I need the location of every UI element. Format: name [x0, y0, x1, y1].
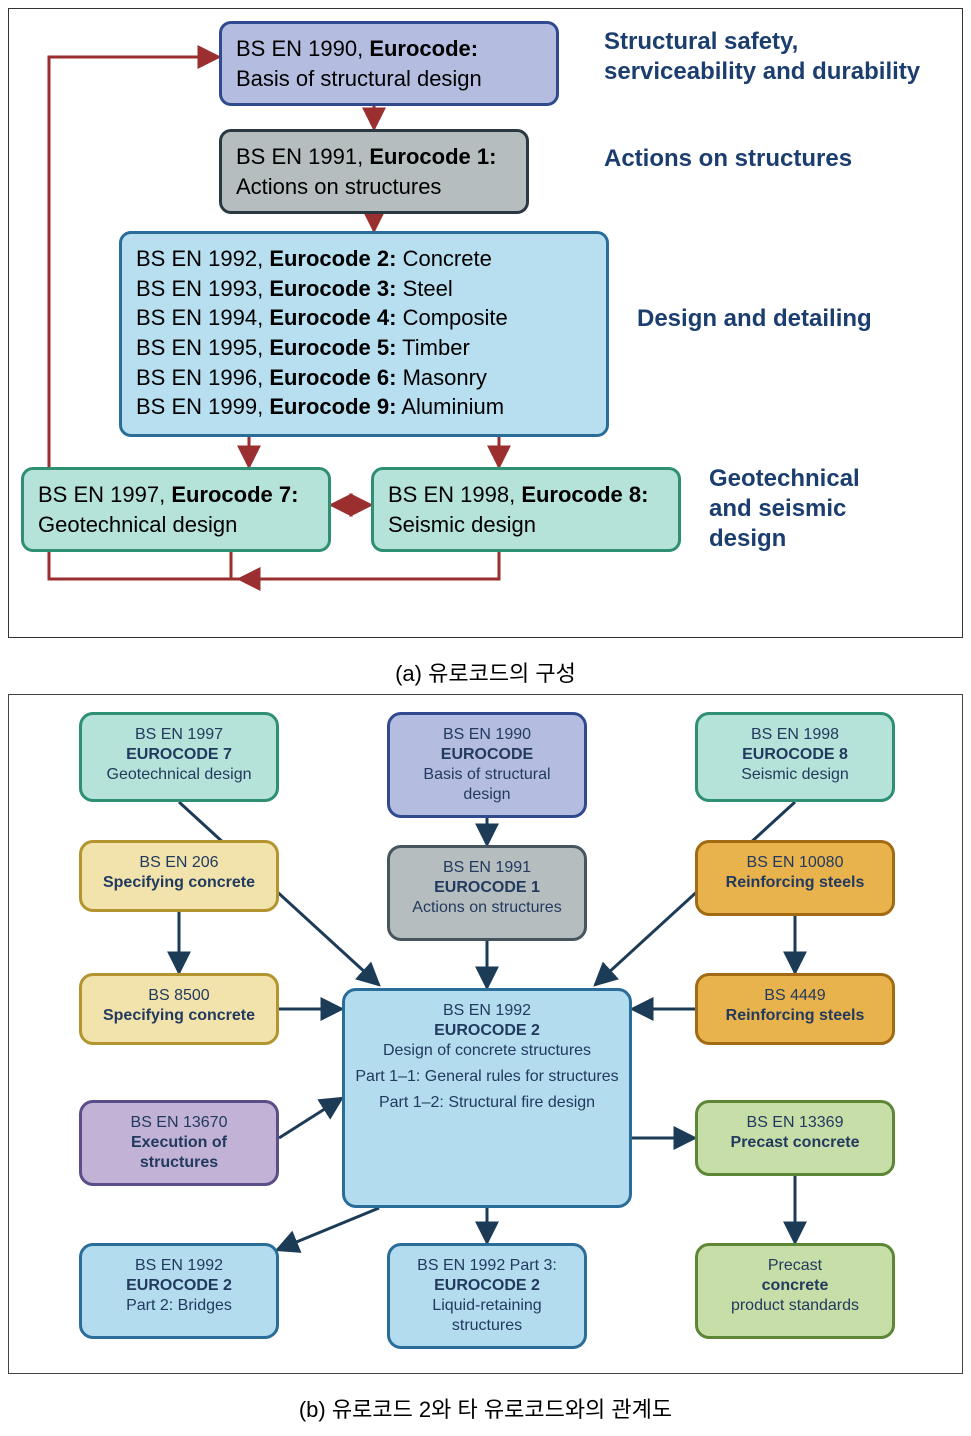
node-b-br: BS EN 1992EUROCODE 2Part 2: Bridges: [79, 1243, 279, 1339]
node-b-ec8: BS EN 1998EUROCODE 8Seismic design: [695, 712, 895, 802]
node-b-13369: BS EN 13369Precast concrete: [695, 1100, 895, 1176]
side-label-actions: Actions on structures: [604, 144, 852, 174]
node-materials: BS EN 1992, Eurocode 2: ConcreteBS EN 19…: [119, 231, 609, 437]
node-b-precast: Precastconcreteproduct standards: [695, 1243, 895, 1339]
node-b-liq: BS EN 1992 Part 3:EUROCODE 2Liquid-retai…: [387, 1243, 587, 1349]
node-b-ec1: BS EN 1991EUROCODE 1Actions on structure…: [387, 845, 587, 941]
diagram-b-container: BS EN 1992EUROCODE 2Design of concrete s…: [8, 694, 963, 1374]
caption-b: (b) 유로코드 2와 타 유로코드와의 관계도: [8, 1392, 963, 1424]
node-ec0: BS EN 1990, Eurocode:Basis of structural…: [219, 21, 559, 106]
node-ec2-main: BS EN 1992EUROCODE 2Design of concrete s…: [342, 988, 632, 1208]
side-label-design: Design and detailing: [637, 304, 872, 334]
node-b-4449: BS 4449Reinforcing steels: [695, 973, 895, 1045]
node-ec1: BS EN 1991, Eurocode 1:Actions on struct…: [219, 129, 529, 214]
node-ec7: BS EN 1997, Eurocode 7:Geotechnical desi…: [21, 467, 331, 552]
side-label-safety: Structural safety,serviceability and dur…: [604, 27, 920, 87]
node-b-13670: BS EN 13670Execution of structures: [79, 1100, 279, 1186]
node-ec8: BS EN 1998, Eurocode 8:Seismic design: [371, 467, 681, 552]
node-b-ec0: BS EN 1990EUROCODEBasis of structural de…: [387, 712, 587, 818]
node-b-10080: BS EN 10080Reinforcing steels: [695, 840, 895, 916]
node-b-8500: BS 8500Specifying concrete: [79, 973, 279, 1045]
node-b-206: BS EN 206Specifying concrete: [79, 840, 279, 912]
side-label-geo: Geotechnicaland seismicdesign: [709, 464, 860, 554]
caption-a: (a) 유로코드의 구성: [8, 656, 963, 688]
node-b-ec7: BS EN 1997EUROCODE 7Geotechnical design: [79, 712, 279, 802]
diagram-a-container: BS EN 1990, Eurocode:Basis of structural…: [8, 8, 963, 638]
